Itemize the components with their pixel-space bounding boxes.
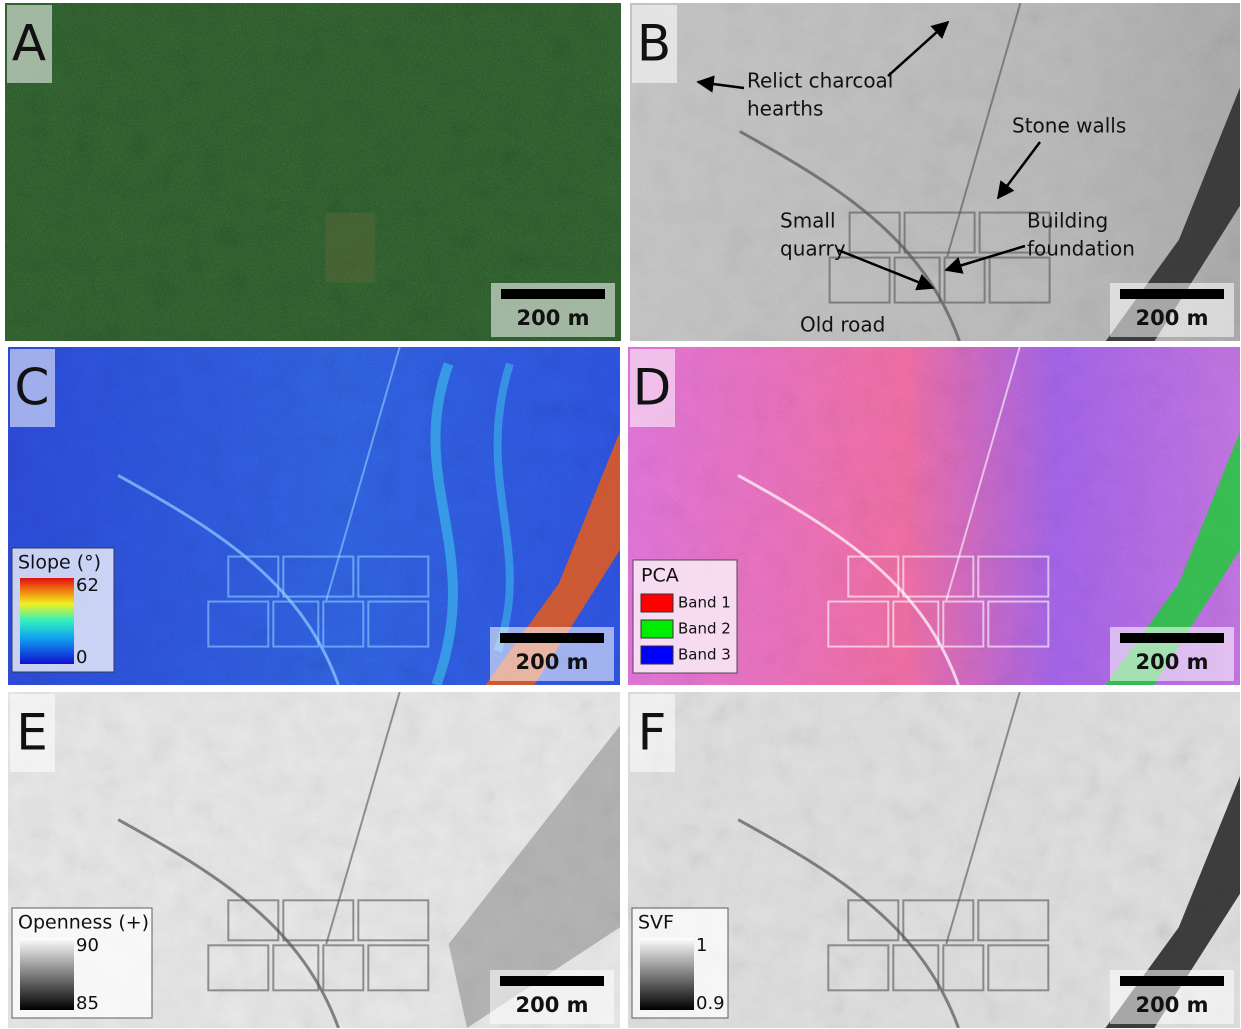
panel-label: B [637, 15, 671, 73]
panel-label: C [15, 359, 50, 417]
legend-max: 90 [76, 935, 99, 956]
legend-swatch [641, 620, 673, 638]
scale-bar [500, 976, 604, 986]
figure: A 200 m B 200 m Relict charcoal hearths Stone … [0, 0, 1241, 1029]
panel-label: D [633, 359, 672, 417]
scale-label: 200 m [515, 650, 588, 674]
legend-min: 0 [76, 647, 87, 668]
annotation: hearths [747, 97, 823, 121]
panel-label: E [16, 704, 48, 762]
panel-label: F [638, 704, 667, 762]
scale-bar [501, 289, 605, 299]
scale-bar [1120, 976, 1224, 986]
scale-bar [1120, 633, 1224, 643]
legend-title: Slope (°) [18, 552, 101, 574]
clearing [325, 213, 375, 283]
legend-ramp [20, 938, 74, 1010]
legend-title: PCA [641, 565, 679, 587]
panel-label: A [12, 15, 46, 73]
scale-label: 200 m [515, 993, 588, 1017]
legend-title: Openness (+) [18, 912, 149, 934]
scale-bar [500, 633, 604, 643]
legend-min: 85 [76, 993, 99, 1014]
scale-label: 200 m [1135, 650, 1208, 674]
annotation: Stone walls [1012, 114, 1126, 138]
annotation: foundation [1027, 237, 1135, 261]
legend-swatch [641, 594, 673, 612]
annotation: Building [1027, 209, 1108, 233]
annotation: Relict charcoal [747, 69, 893, 93]
legend-entry: Band 3 [678, 646, 731, 664]
legend-max: 1 [696, 935, 707, 956]
legend-entry: Band 2 [678, 620, 731, 638]
legend-title: SVF [638, 912, 674, 934]
scale-label: 200 m [1135, 993, 1208, 1017]
scale-bar [1120, 289, 1224, 299]
legend-ramp [640, 938, 694, 1010]
legend-min: 0.9 [696, 993, 725, 1014]
annotation: quarry [780, 237, 846, 261]
legend-max: 62 [76, 575, 99, 596]
scale-label: 200 m [1135, 306, 1208, 330]
legend-swatch [641, 646, 673, 664]
legend-ramp [20, 578, 74, 664]
scale-label: 200 m [516, 306, 589, 330]
annotation: Old road [800, 313, 885, 337]
legend-entry: Band 1 [678, 594, 731, 612]
annotation: Small [780, 209, 836, 233]
